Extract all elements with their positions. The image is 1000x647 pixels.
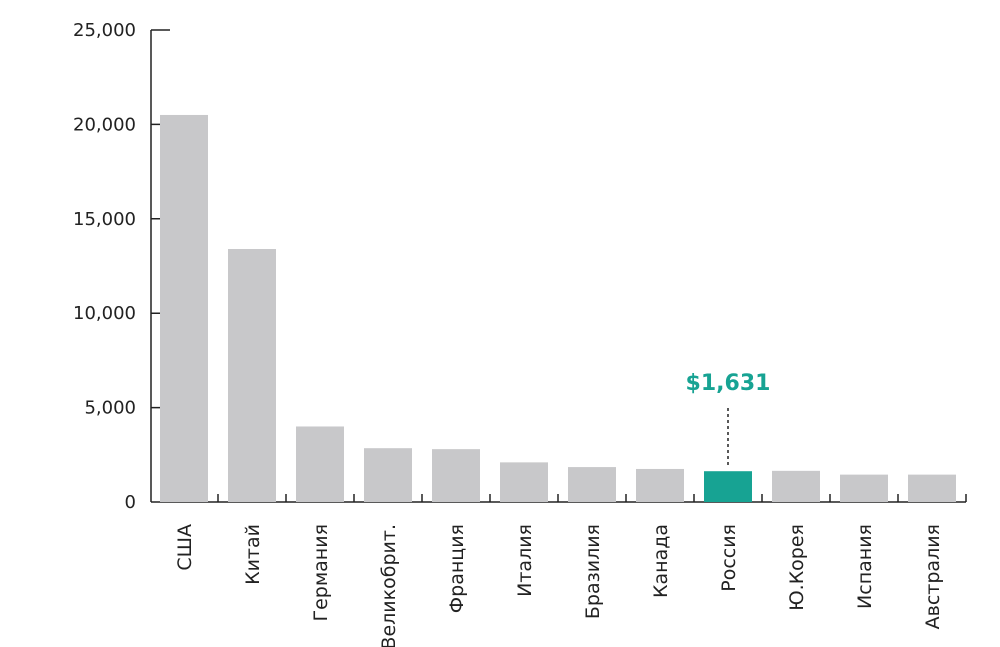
category-label: Ю.Корея	[786, 524, 808, 611]
bar	[364, 448, 412, 502]
category-label: США	[174, 524, 196, 571]
category-label: Великобрит.	[378, 524, 400, 647]
y-tick-label: 15,000	[73, 209, 136, 230]
bar	[908, 474, 956, 502]
bar	[772, 470, 820, 502]
bar	[160, 114, 208, 503]
category-label: Испания	[854, 524, 876, 609]
y-axis: 0 5,000 10,000 15,000 20,000 25,000	[73, 20, 170, 513]
category-labels: США Китай Германия Великобрит. Франция Италия…	[174, 524, 944, 647]
bar	[500, 462, 548, 502]
category-label: Бразилия	[582, 524, 604, 619]
x-axis	[151, 494, 967, 503]
category-label: Франция	[446, 524, 468, 613]
category-label: Китай	[242, 524, 264, 585]
bar	[636, 468, 684, 502]
bar	[840, 474, 888, 502]
y-tick-label: 5,000	[84, 398, 136, 419]
bar	[432, 449, 480, 502]
category-label: Россия	[718, 524, 740, 592]
y-tick-label: 10,000	[73, 303, 136, 324]
y-tick-label: 25,000	[73, 20, 136, 41]
bars	[160, 114, 956, 503]
category-label: Италия	[514, 524, 536, 597]
data-label-russia: $1,631	[686, 371, 771, 396]
category-label: Германия	[310, 524, 332, 622]
category-label: Канада	[650, 524, 672, 598]
bar-highlight	[704, 471, 752, 502]
bar	[228, 249, 276, 502]
bar	[568, 467, 616, 502]
bar	[296, 426, 344, 502]
annotations: $1,631	[686, 371, 771, 466]
y-tick-label: 20,000	[73, 114, 136, 135]
y-tick-label: 0	[125, 492, 136, 513]
category-label: Австралия	[922, 524, 944, 629]
